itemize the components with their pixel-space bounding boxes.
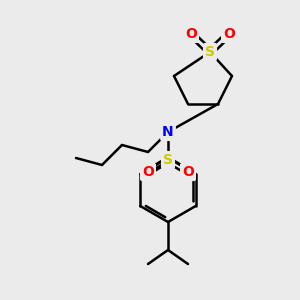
Text: S: S xyxy=(205,45,215,59)
Text: O: O xyxy=(182,165,194,179)
Text: N: N xyxy=(162,125,174,139)
Text: O: O xyxy=(185,27,197,41)
Text: O: O xyxy=(223,27,235,41)
Text: O: O xyxy=(142,165,154,179)
Text: S: S xyxy=(163,153,173,167)
